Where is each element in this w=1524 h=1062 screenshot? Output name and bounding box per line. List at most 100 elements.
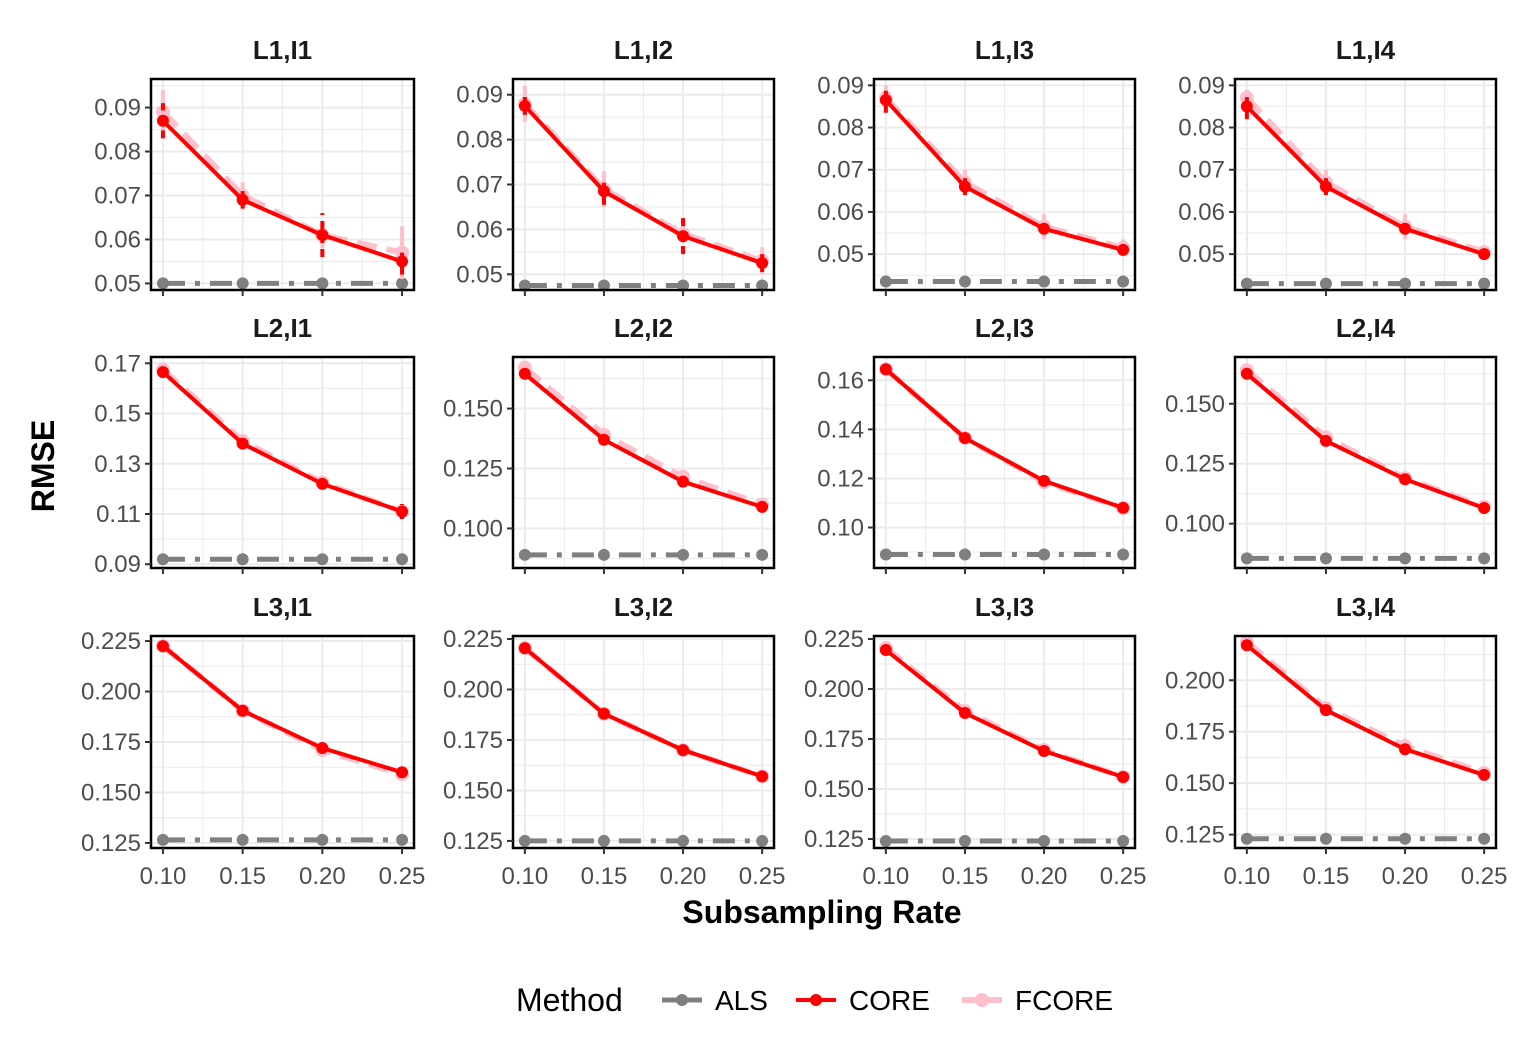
x-tick-label: 0.20 bbox=[299, 863, 346, 890]
y-tick-label: 0.100 bbox=[443, 515, 503, 542]
y-tick-label: 0.200 bbox=[81, 679, 141, 706]
data-point-core bbox=[1240, 367, 1253, 380]
data-point-als bbox=[958, 835, 971, 847]
y-tick-label: 0.13 bbox=[94, 451, 141, 478]
y-tick-label: 0.08 bbox=[817, 115, 864, 142]
data-point-als bbox=[1117, 835, 1130, 847]
y-tick-label: 0.09 bbox=[94, 551, 141, 578]
panel: L2,I2 0.100 0.125 0.150 bbox=[443, 313, 776, 574]
data-point-als bbox=[1117, 548, 1130, 561]
y-tick-label: 0.175 bbox=[1165, 719, 1225, 746]
data-point-als bbox=[236, 833, 249, 846]
y-tick-label: 0.175 bbox=[81, 729, 141, 756]
y-tick-label: 0.150 bbox=[1165, 391, 1225, 418]
data-point-core bbox=[156, 640, 169, 653]
data-point-core bbox=[316, 229, 329, 242]
panel: L3,I2 0.125 0.150 0.175 0.200 0.225 0.10 0.15 0.… bbox=[443, 592, 786, 890]
data-point-als bbox=[677, 548, 690, 561]
panel: L1,I2 0.05 0.06 0.07 0.08 0.09 bbox=[456, 35, 776, 296]
data-point-als bbox=[677, 834, 690, 847]
y-axis-title: RMSE bbox=[25, 420, 61, 512]
data-point-als bbox=[1319, 277, 1332, 290]
legend-key-point bbox=[676, 994, 688, 1006]
panel: L3,I3 0.125 0.150 0.175 0.200 0.225 0.10 0.15 0.… bbox=[804, 592, 1147, 890]
data-point-core bbox=[236, 704, 249, 717]
panel: L3,I4 0.125 0.150 0.175 0.200 0.10 0.15 0.20 0.2… bbox=[1165, 592, 1508, 890]
panel-border bbox=[511, 634, 776, 850]
panel-strip-label: L1,I2 bbox=[614, 35, 673, 65]
panel-border bbox=[1233, 77, 1498, 292]
data-point-als bbox=[1319, 832, 1332, 845]
data-point-core bbox=[1478, 502, 1491, 515]
data-point-als bbox=[879, 275, 892, 288]
series-line-core bbox=[884, 98, 1124, 252]
y-tick-label: 0.09 bbox=[1178, 72, 1225, 99]
panel-strip-label: L3,I1 bbox=[253, 592, 312, 622]
data-point-als bbox=[316, 553, 329, 566]
panel-border bbox=[511, 355, 776, 570]
y-tick-label: 0.125 bbox=[81, 830, 141, 857]
data-point-als bbox=[316, 277, 329, 290]
data-point-core bbox=[879, 363, 892, 376]
data-point-als bbox=[518, 548, 531, 561]
data-point-core bbox=[1319, 180, 1332, 193]
series-line-fcore bbox=[1244, 95, 1486, 255]
x-tick-label: 0.25 bbox=[739, 863, 786, 890]
y-tick-label: 0.200 bbox=[804, 676, 864, 703]
y-tick-label: 0.14 bbox=[817, 416, 864, 443]
series-line-core bbox=[884, 367, 1124, 510]
data-point-core bbox=[1117, 771, 1130, 783]
y-tick-label: 0.07 bbox=[456, 172, 503, 199]
y-tick-label: 0.100 bbox=[1165, 511, 1225, 538]
legend-key-point bbox=[975, 993, 989, 1007]
legend: Method ALS CORE FCORE bbox=[516, 982, 1113, 1018]
data-point-als bbox=[1117, 275, 1130, 288]
data-point-als bbox=[156, 553, 169, 566]
y-tick-label: 0.06 bbox=[456, 216, 503, 243]
data-point-core bbox=[677, 475, 690, 488]
y-tick-label: 0.150 bbox=[81, 779, 141, 806]
data-point-core bbox=[1478, 248, 1491, 261]
data-point-core bbox=[958, 707, 971, 719]
legend-keys: ALS CORE FCORE bbox=[662, 985, 1113, 1016]
y-tick-label: 0.225 bbox=[443, 626, 503, 653]
y-tick-label: 0.225 bbox=[81, 628, 141, 655]
y-tick-label: 0.175 bbox=[443, 727, 503, 754]
y-tick-label: 0.09 bbox=[817, 72, 864, 99]
data-point-core bbox=[316, 742, 329, 755]
data-point-als bbox=[597, 834, 610, 847]
panel-strip-label: L3,I4 bbox=[1336, 592, 1396, 622]
x-axis-title: Subsampling Rate bbox=[682, 894, 961, 930]
data-point-core bbox=[1240, 639, 1253, 652]
data-point-core bbox=[1117, 243, 1130, 256]
data-point-core bbox=[756, 500, 769, 513]
data-point-core bbox=[1038, 222, 1051, 235]
data-point-als bbox=[518, 279, 531, 292]
panel-border bbox=[1233, 355, 1498, 570]
y-tick-label: 0.125 bbox=[804, 826, 864, 853]
legend-item-als: ALS bbox=[662, 985, 768, 1016]
x-tick-label: 0.10 bbox=[140, 863, 187, 890]
panel-border bbox=[149, 355, 416, 570]
data-point-core bbox=[1038, 745, 1051, 757]
data-point-core bbox=[156, 114, 169, 127]
data-point-fcore bbox=[155, 104, 170, 119]
data-point-core bbox=[236, 193, 249, 206]
data-point-als bbox=[1399, 832, 1412, 845]
panel: L1,I4 0.05 0.06 0.07 0.08 0.09 bbox=[1178, 35, 1498, 296]
panel-border bbox=[872, 634, 1137, 850]
y-tick-label: 0.06 bbox=[1178, 199, 1225, 226]
data-point-core bbox=[1038, 474, 1051, 487]
series-line-core bbox=[523, 646, 763, 779]
data-point-als bbox=[396, 553, 409, 566]
data-point-core bbox=[958, 180, 971, 193]
y-tick-label: 0.07 bbox=[817, 157, 864, 184]
panel-border bbox=[872, 355, 1137, 570]
data-point-core bbox=[756, 257, 769, 270]
x-tick-label: 0.20 bbox=[1021, 863, 1068, 890]
y-tick-label: 0.08 bbox=[94, 139, 141, 166]
data-point-als bbox=[597, 548, 610, 561]
legend-title: Method bbox=[516, 982, 623, 1018]
y-tick-label: 0.125 bbox=[443, 828, 503, 855]
